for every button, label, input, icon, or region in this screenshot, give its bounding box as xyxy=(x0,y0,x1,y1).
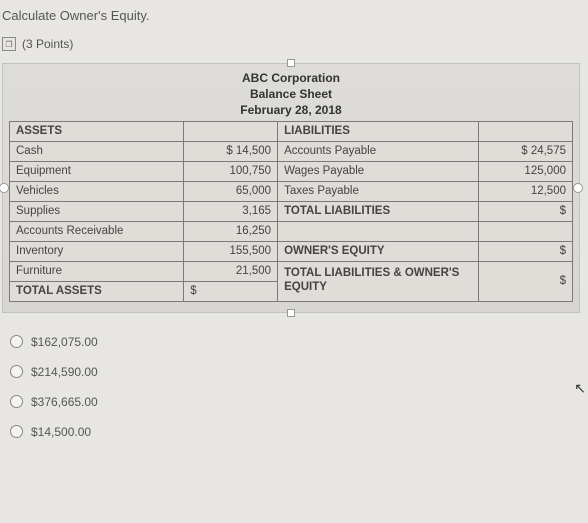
asset-value: 21,500 xyxy=(184,261,278,281)
answer-options: $162,075.00 $214,590.00 $376,665.00 $14,… xyxy=(0,313,588,447)
blank-cell xyxy=(479,221,573,241)
resize-handle-bottom[interactable] xyxy=(287,309,295,317)
asset-label: Furniture xyxy=(10,261,184,281)
liabilities-heading: LIABILITIES xyxy=(278,121,479,141)
radio-icon[interactable] xyxy=(10,425,23,438)
option-1[interactable]: $214,590.00 xyxy=(10,357,578,387)
balance-sheet-image[interactable]: ABC Corporation Balance Sheet February 2… xyxy=(2,63,580,313)
option-label: $376,665.00 xyxy=(31,395,98,409)
total-liabilities-label: TOTAL LIABILITIES xyxy=(278,201,479,221)
asset-label: Vehicles xyxy=(10,181,184,201)
option-0[interactable]: $162,075.00 xyxy=(10,327,578,357)
company-name: ABC Corporation xyxy=(9,70,573,86)
asset-label: Accounts Receivable xyxy=(10,221,184,241)
option-3[interactable]: $14,500.00 xyxy=(10,417,578,447)
total-assets-label: TOTAL ASSETS xyxy=(10,281,184,301)
radio-icon[interactable] xyxy=(10,335,23,348)
asset-value: 16,250 xyxy=(184,221,278,241)
option-label: $214,590.00 xyxy=(31,365,98,379)
question-text: Calculate Owner's Equity. xyxy=(0,0,588,27)
asset-label: Supplies xyxy=(10,201,184,221)
statement-date: February 28, 2018 xyxy=(9,102,573,118)
radio-icon[interactable] xyxy=(10,365,23,378)
option-label: $162,075.00 xyxy=(31,335,98,349)
total-liab-equity-label: TOTAL LIABILITIES & OWNER'S EQUITY xyxy=(278,261,479,301)
comment-icon: ❐ xyxy=(2,37,16,51)
liability-label: Accounts Payable xyxy=(278,141,479,161)
assets-heading: ASSETS xyxy=(10,121,184,141)
balance-sheet-table: ASSETS LIABILITIES Cash $ 14,500 Account… xyxy=(9,121,573,302)
asset-label: Cash xyxy=(10,141,184,161)
cursor-icon: ↖ xyxy=(574,380,586,397)
liability-value: 125,000 xyxy=(479,161,573,181)
total-liabilities-value: $ xyxy=(479,201,573,221)
liability-label: Wages Payable xyxy=(278,161,479,181)
asset-value: 65,000 xyxy=(184,181,278,201)
asset-value: 3,165 xyxy=(184,201,278,221)
radio-icon[interactable] xyxy=(10,395,23,408)
blank-cell xyxy=(278,221,479,241)
asset-label: Inventory xyxy=(10,241,184,261)
asset-value: $ 14,500 xyxy=(184,141,278,161)
option-label: $14,500.00 xyxy=(31,425,91,439)
resize-handle-top[interactable] xyxy=(287,59,295,67)
liability-value: $ 24,575 xyxy=(479,141,573,161)
blank-cell xyxy=(184,121,278,141)
liability-label: Taxes Payable xyxy=(278,181,479,201)
points-text: (3 Points) xyxy=(22,37,73,51)
blank-cell xyxy=(479,121,573,141)
owners-equity-label: OWNER'S EQUITY xyxy=(278,241,479,261)
asset-value: 100,750 xyxy=(184,161,278,181)
asset-label: Equipment xyxy=(10,161,184,181)
liability-value: 12,500 xyxy=(479,181,573,201)
statement-title: Balance Sheet xyxy=(9,86,573,102)
total-assets-value: $ xyxy=(184,281,278,301)
option-2[interactable]: $376,665.00 xyxy=(10,387,578,417)
owners-equity-value: $ xyxy=(479,241,573,261)
asset-value: 155,500 xyxy=(184,241,278,261)
total-liab-equity-value: $ xyxy=(479,261,573,301)
points-row: ❐ (3 Points) xyxy=(0,27,588,63)
balance-sheet-header: ABC Corporation Balance Sheet February 2… xyxy=(9,70,573,119)
